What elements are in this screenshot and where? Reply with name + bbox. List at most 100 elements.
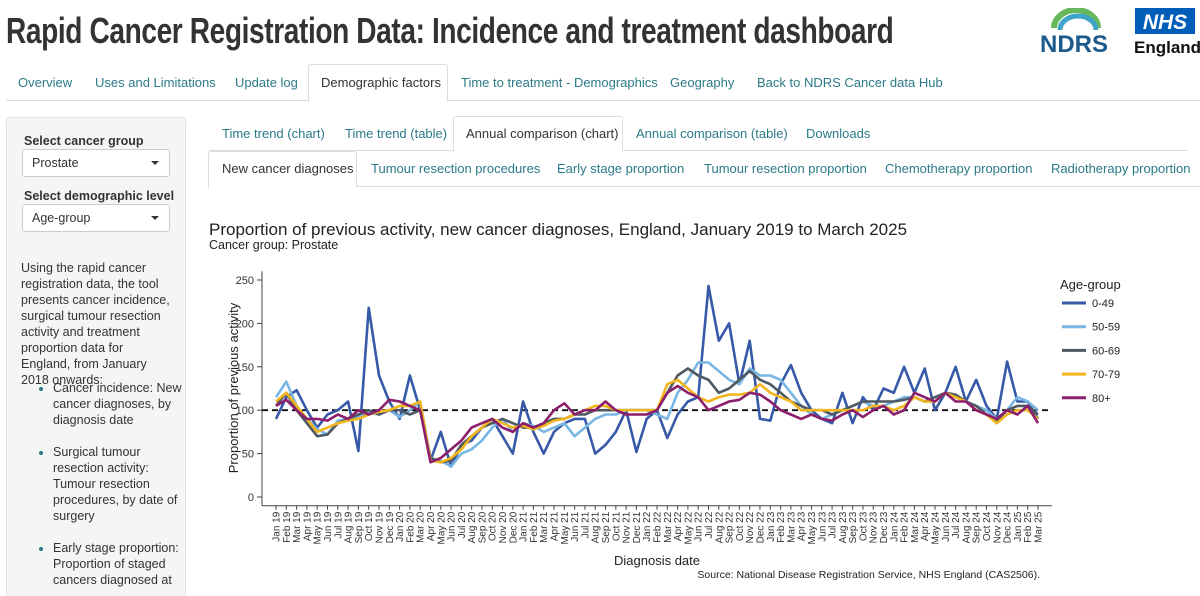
x-tick-label: Oct 22	[735, 511, 746, 541]
x-tick-label: Jun 21	[570, 511, 581, 541]
tab-rule	[208, 150, 1188, 151]
legend-label: 80+	[1092, 393, 1111, 405]
x-tick-label: May 22	[683, 511, 694, 544]
x-tick-label: Aug 19	[344, 511, 355, 543]
x-tick-label: Jul 24	[951, 511, 962, 538]
x-tick-label: Sep 21	[601, 511, 612, 543]
x-tick-label: Apr 23	[797, 511, 808, 541]
x-tick-label: Nov 19	[374, 511, 385, 543]
x-tick-label: Feb 25	[1023, 511, 1034, 543]
subtab[interactable]: Chemotherapy proportion	[885, 161, 1033, 176]
x-tick-label: Aug 22	[714, 511, 725, 543]
x-tick-label: Aug 24	[961, 511, 972, 543]
y-tick-label: 50	[242, 449, 254, 461]
bullet: Cancer incidence: New cancer diagnoses, …	[53, 380, 183, 428]
active-tab	[453, 116, 623, 152]
y-tick-label: 100	[236, 405, 254, 417]
x-tick-label: Mar 23	[786, 511, 797, 543]
logos: NDRS NHS England	[1040, 8, 1200, 58]
x-tick-label: Aug 23	[838, 511, 849, 543]
select[interactable]: Prostate	[22, 149, 170, 177]
x-tick-label: Sep 24	[972, 511, 983, 543]
x-tick-label: May 20	[436, 511, 447, 544]
y-tick-label: 250	[236, 275, 254, 287]
england-logo: England	[1134, 38, 1200, 57]
x-tick-label: Apr 19	[302, 511, 313, 541]
nhs-logo: NHS	[1143, 11, 1187, 34]
bullet-list: Cancer incidence: New cancer diagnoses, …	[29, 380, 183, 596]
x-tick-label: Feb 20	[405, 511, 416, 543]
tab-rule	[208, 186, 1200, 187]
x-tick-label: Mar 21	[539, 511, 550, 543]
x-tick-label: Mar 25	[1034, 511, 1045, 543]
x-tick-label: Sep 23	[848, 511, 859, 543]
x-tick-label: Jun 24	[941, 511, 952, 541]
x-tick-label: May 19	[313, 511, 324, 544]
x-tick-label: Dec 24	[1003, 511, 1014, 543]
tab[interactable]: Time trend (table)	[345, 126, 448, 141]
nav-rule	[6, 100, 1200, 101]
subtab[interactable]: Early stage proportion	[557, 161, 685, 176]
subtab[interactable]: Tumour resection proportion	[704, 161, 867, 176]
x-tick-label: May 21	[560, 511, 571, 544]
tab[interactable]: Annual comparison (chart)	[466, 126, 619, 141]
x-tick-label: Sep 22	[725, 511, 736, 543]
nav-tab[interactable]: Time to treatment - Demographics	[461, 75, 658, 90]
x-tick-label: Jun 19	[323, 511, 334, 541]
nav-tab[interactable]: Uses and Limitations	[95, 75, 216, 90]
x-tick-label: Jan 19	[272, 511, 283, 541]
ndrs-logo: NDRS	[1040, 31, 1108, 58]
legend-label: 70-79	[1092, 369, 1120, 381]
x-tick-label: Sep 19	[354, 511, 365, 543]
tab[interactable]: Time trend (chart)	[222, 126, 325, 141]
nav-tab[interactable]: Update log	[235, 75, 298, 90]
select[interactable]: Age-group	[22, 204, 170, 232]
y-tick-label: 0	[248, 492, 254, 504]
nav-tab[interactable]: Geography	[670, 75, 735, 90]
x-tick-label: Nov 20	[498, 511, 509, 543]
x-tick-label: Jul 21	[580, 511, 591, 538]
nav-tab[interactable]: Overview	[18, 75, 73, 90]
x-tick-label: Jul 23	[828, 511, 839, 538]
subtab[interactable]: Tumour resection procedures	[371, 161, 541, 176]
x-tick-label: Dec 20	[508, 511, 519, 543]
subtab[interactable]: New cancer diagnoses	[222, 161, 354, 176]
y-tick-label: 200	[236, 318, 254, 330]
series-line	[274, 284, 1040, 468]
intro-text: Using the rapid cancer registration data…	[21, 261, 170, 387]
x-tick-label: Apr 20	[426, 511, 437, 541]
x-tick-label: Oct 20	[488, 511, 499, 541]
source: Source: National Disease Registration Se…	[697, 569, 1040, 581]
sidebar: Select cancer group Prostate Select demo…	[6, 117, 186, 596]
x-tick-label: May 24	[931, 511, 942, 544]
nav-tab[interactable]: Back to NDRS Cancer data Hub	[757, 75, 943, 90]
x-tick-label: Oct 23	[858, 511, 869, 541]
active-tab	[308, 64, 448, 102]
x-tick-label: Jun 23	[817, 511, 828, 541]
x-tick-label: Nov 22	[745, 511, 756, 543]
x-tick-label: Jul 22	[704, 511, 715, 538]
ndrs-arc	[1057, 13, 1099, 31]
x-tick-label: Mar 19	[292, 511, 303, 543]
x-tick-label: Nov 24	[992, 511, 1003, 543]
x-tick-label: Sep 20	[477, 511, 488, 543]
tab[interactable]: Annual comparison (table)	[636, 126, 788, 141]
legend-label: 50-59	[1092, 322, 1120, 334]
subtab[interactable]: Radiotherapy proportion	[1051, 161, 1191, 176]
x-tick-label: Oct 19	[364, 511, 375, 541]
x-tick-label: Mar 24	[910, 511, 921, 543]
x-tick-label: Dec 22	[755, 511, 766, 543]
legend-label: 60-69	[1092, 345, 1120, 357]
page-title: Rapid Cancer Registration Data: Incidenc…	[6, 10, 894, 51]
x-tick-label: Nov 23	[869, 511, 880, 543]
x-tick-label: Aug 20	[467, 511, 478, 543]
x-tick-label: Jun 22	[694, 511, 705, 541]
x-tick-label: Feb 21	[529, 511, 540, 543]
nav-tab[interactable]: Demographic factors	[321, 75, 441, 90]
x-tick-label: Jun 20	[447, 511, 458, 541]
x-tick-label: Jan 22	[642, 511, 653, 541]
x-tick-label: Oct 21	[611, 511, 622, 541]
nhs-box	[1135, 8, 1195, 34]
tab[interactable]: Downloads	[806, 126, 871, 141]
